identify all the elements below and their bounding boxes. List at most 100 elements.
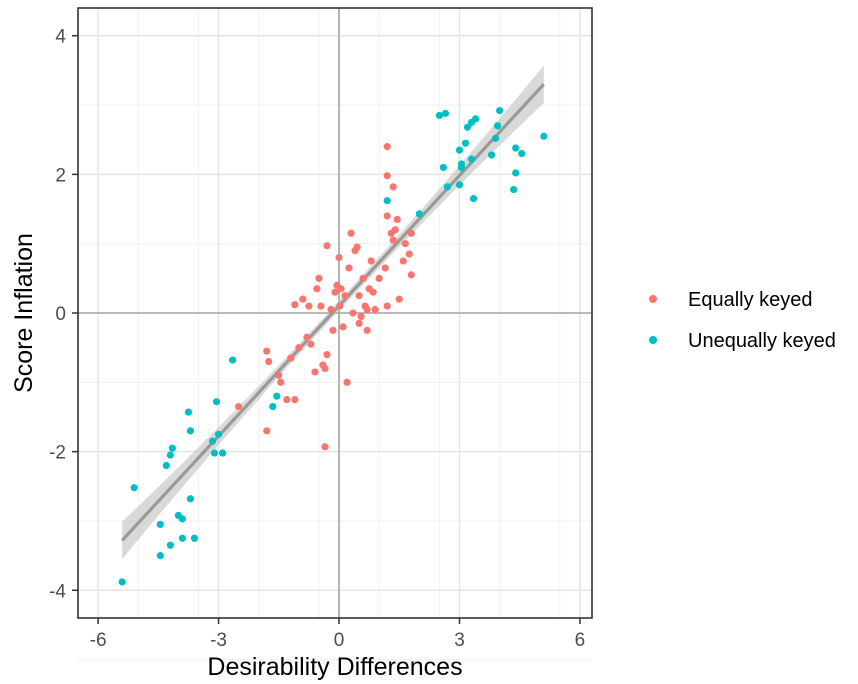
y-axis-title: Score Inflation (10, 233, 38, 393)
data-point-equally-keyed (265, 357, 273, 366)
data-point-unequally-keyed (443, 183, 452, 191)
data-point-equally-keyed (375, 274, 383, 282)
data-point-equally-keyed (331, 288, 339, 296)
data-point-unequally-keyed (168, 444, 176, 452)
data-point-unequally-keyed (218, 449, 227, 457)
data-point-unequally-keyed (457, 163, 466, 172)
data-point-unequally-keyed (441, 109, 450, 117)
data-point-equally-keyed (355, 319, 363, 327)
data-point-equally-keyed (311, 368, 319, 376)
data-point-equally-keyed (363, 305, 371, 314)
data-point-equally-keyed (277, 378, 285, 386)
data-point-equally-keyed (383, 172, 391, 180)
data-point-equally-keyed (283, 396, 291, 404)
data-point-equally-keyed (363, 326, 371, 334)
data-point-unequally-keyed (510, 186, 518, 194)
data-point-equally-keyed (263, 427, 271, 435)
data-point-equally-keyed (336, 302, 344, 310)
data-point-unequally-keyed (471, 115, 480, 123)
data-point-unequally-keyed (212, 398, 221, 406)
data-point-unequally-keyed (178, 534, 187, 542)
data-point-unequally-keyed (488, 151, 496, 159)
x-tick-label: 0 (334, 630, 345, 651)
data-point-equally-keyed (305, 302, 313, 310)
data-point-unequally-keyed (178, 515, 187, 523)
legend-key-equally-keyed (649, 295, 657, 303)
data-point-equally-keyed (407, 229, 415, 237)
data-point-equally-keyed (343, 378, 351, 386)
legend-label-unequally-keyed: Unequally keyed (688, 330, 836, 352)
x-axis-title: Desirability Differences (207, 653, 462, 681)
data-point-equally-keyed (353, 243, 361, 251)
y-axis-ticks: -4 -2 0 2 4 (49, 27, 78, 602)
data-point-equally-keyed (299, 295, 307, 303)
data-point-unequally-keyed (186, 427, 195, 435)
data-point-unequally-keyed (269, 402, 277, 411)
data-point-unequally-keyed (435, 111, 444, 120)
data-point-unequally-keyed (156, 552, 164, 560)
data-point-unequally-keyed (190, 534, 199, 542)
data-point-unequally-keyed (512, 144, 520, 152)
data-point-unequally-keyed (184, 408, 193, 416)
data-point-equally-keyed (287, 354, 295, 362)
data-point-unequally-keyed (463, 123, 472, 131)
y-tick-label: 4 (55, 27, 66, 48)
data-point-equally-keyed (307, 340, 315, 348)
x-tick-label: 3 (454, 630, 465, 651)
legend-label-equally-keyed: Equally keyed (688, 289, 813, 311)
data-point-equally-keyed (275, 371, 283, 379)
data-point-unequally-keyed (214, 430, 223, 438)
data-point-equally-keyed (337, 285, 345, 293)
data-point-unequally-keyed (229, 356, 237, 364)
data-point-equally-keyed (327, 305, 335, 314)
data-point-unequally-keyed (130, 484, 138, 492)
data-point-equally-keyed (389, 183, 397, 191)
data-point-unequally-keyed (455, 181, 464, 189)
data-point-equally-keyed (407, 271, 415, 279)
data-point-equally-keyed (357, 312, 365, 321)
data-point-unequally-keyed (273, 392, 281, 400)
data-point-equally-keyed (317, 302, 325, 310)
data-point-equally-keyed (347, 229, 355, 237)
data-point-unequally-keyed (118, 578, 126, 586)
data-point-equally-keyed (313, 285, 321, 293)
data-point-unequally-keyed (455, 146, 464, 154)
data-point-equally-keyed (263, 347, 271, 355)
data-point-unequally-keyed (469, 195, 478, 203)
data-point-unequally-keyed (439, 163, 448, 172)
data-point-unequally-keyed (186, 495, 195, 503)
data-point-unequally-keyed (512, 169, 520, 177)
data-point-equally-keyed (393, 215, 401, 224)
data-point-equally-keyed (381, 264, 389, 272)
y-tick-label: 2 (55, 165, 66, 186)
data-point-equally-keyed (341, 292, 349, 300)
data-point-equally-keyed (345, 264, 353, 272)
data-point-equally-keyed (315, 274, 323, 282)
data-point-equally-keyed (405, 250, 413, 258)
data-point-unequally-keyed (166, 541, 174, 549)
data-point-equally-keyed (321, 443, 329, 451)
legend-key-unequally-keyed (649, 336, 657, 344)
data-point-equally-keyed (321, 364, 329, 373)
x-tick-label: 6 (575, 630, 586, 651)
data-point-equally-keyed (235, 402, 243, 411)
data-point-equally-keyed (391, 226, 399, 234)
legend: Equally keyed Unequally keyed (649, 289, 836, 352)
data-point-equally-keyed (383, 212, 391, 220)
data-point-unequally-keyed (496, 106, 504, 115)
x-tick-label: -6 (90, 630, 107, 651)
data-point-unequally-keyed (492, 134, 500, 142)
data-point-equally-keyed (323, 350, 331, 359)
data-point-equally-keyed (355, 292, 363, 300)
data-point-equally-keyed (303, 333, 311, 341)
data-point-equally-keyed (295, 344, 303, 352)
data-point-unequally-keyed (494, 122, 502, 130)
data-point-equally-keyed (359, 274, 367, 282)
data-point-equally-keyed (369, 288, 377, 296)
data-points (118, 106, 548, 586)
x-tick-label: -3 (210, 630, 227, 651)
data-point-equally-keyed (349, 309, 357, 317)
data-point-unequally-keyed (518, 149, 526, 158)
data-point-equally-keyed (335, 253, 343, 262)
